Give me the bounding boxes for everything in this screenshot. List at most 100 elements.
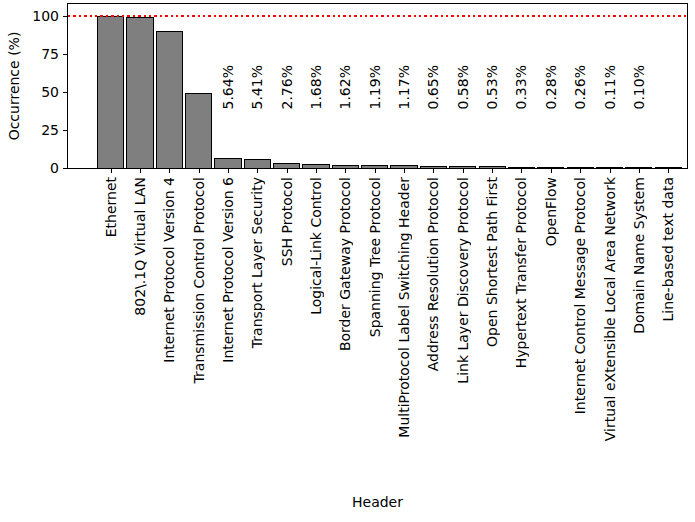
y-axis-tick — [63, 168, 67, 169]
bar — [244, 159, 271, 168]
bar-slot: 1.19%Spanning Tree Protocol — [360, 4, 389, 168]
bar-value-label: 1.19% — [367, 65, 383, 109]
y-axis-tick — [63, 92, 67, 93]
bar — [567, 167, 594, 168]
x-axis-tick — [345, 169, 346, 173]
bar — [449, 166, 476, 168]
y-tick-label: 0 — [0, 160, 59, 176]
x-axis-tick — [316, 169, 317, 173]
x-axis-tick — [521, 169, 522, 173]
x-tick-label: Internet Control Message Protocol — [572, 177, 588, 414]
bar — [126, 17, 153, 168]
bar-slot: 1.17%MultiProtocol Label Switching Heade… — [389, 4, 418, 168]
bar-value-label: 1.17% — [396, 65, 412, 109]
x-axis-tick — [580, 169, 581, 173]
bar — [420, 166, 447, 168]
x-tick-label: MultiProtocol Label Switching Header — [396, 177, 412, 438]
bar-value-label: 0.33% — [513, 65, 529, 109]
x-tick-label: Hypertext Transfer Protocol — [513, 177, 529, 368]
x-axis-tick — [492, 169, 493, 173]
x-tick-label: Line-based text data — [660, 177, 676, 322]
bar-slot: 0.58%Link Layer Discovery Protocol — [448, 4, 477, 168]
bar-slot: Transmission Control Protocol — [184, 4, 213, 168]
x-tick-label: OpenFlow — [543, 177, 559, 246]
x-tick-label: Domain Name System — [631, 177, 647, 334]
bar-slot: Ethernet — [96, 4, 125, 168]
x-axis-tick — [257, 169, 258, 173]
bar-slot: 1.68%Logical-Link Control — [301, 4, 330, 168]
x-tick-label: Spanning Tree Protocol — [367, 177, 383, 337]
x-tick-label: Link Layer Discovery Protocol — [455, 177, 471, 384]
plot-area: Ethernet802\.1Q Virtual LANInternet Prot… — [67, 3, 688, 169]
bar-value-label: 0.58% — [455, 65, 471, 109]
bar — [97, 16, 124, 168]
x-tick-label: Ethernet — [103, 177, 119, 237]
y-tick-label: 75 — [0, 46, 59, 62]
bar — [390, 165, 417, 168]
y-axis-tick — [63, 16, 67, 17]
x-tick-label: Transmission Control Protocol — [191, 177, 207, 383]
bar — [214, 158, 241, 168]
bar-value-label: 1.68% — [308, 65, 324, 109]
x-tick-label: Internet Protocol Version 4 — [161, 177, 177, 363]
x-axis-tick — [433, 169, 434, 173]
bar-value-label: 1.62% — [337, 65, 353, 109]
bar-slot: 5.41%Transport Layer Security — [243, 4, 272, 168]
x-axis-tick — [140, 169, 141, 173]
x-axis-tick — [287, 169, 288, 173]
bar-value-label: 0.26% — [572, 65, 588, 109]
x-axis-tick — [639, 169, 640, 173]
x-axis-tick — [610, 169, 611, 173]
x-tick-label: Logical-Link Control — [308, 177, 324, 315]
x-axis-tick — [375, 169, 376, 173]
bar-slot: 5.64%Internet Protocol Version 6 — [213, 4, 242, 168]
x-tick-label: 802\.1Q Virtual LAN — [132, 177, 148, 316]
reference-line-100pct — [68, 15, 687, 17]
bar-slot: 1.62%Border Gateway Protocol — [331, 4, 360, 168]
bar-value-label: 0.11% — [602, 65, 618, 109]
bar — [537, 167, 564, 168]
x-axis-title: Header — [67, 494, 688, 510]
x-tick-label: Virtual eXtensible Local Area Network — [602, 177, 618, 441]
bar — [625, 167, 652, 168]
y-axis-tick — [63, 54, 67, 55]
bars-container: Ethernet802\.1Q Virtual LANInternet Prot… — [68, 4, 687, 168]
x-tick-label: Border Gateway Protocol — [337, 177, 353, 351]
bar-slot: 0.10%Domain Name System — [624, 4, 653, 168]
bar-slot: 0.53%Open Shortest Path First — [477, 4, 506, 168]
bar — [655, 167, 682, 168]
bar-value-label: 5.64% — [220, 65, 236, 109]
bar-value-label: 0.10% — [631, 65, 647, 109]
bar — [273, 163, 300, 168]
bar-slot: 0.65%Address Resolution Protocol — [419, 4, 448, 168]
x-axis-tick — [551, 169, 552, 173]
bar-slot: Line-based text data — [654, 4, 683, 168]
bar-value-label: 0.53% — [484, 65, 500, 109]
bar-value-label: 0.65% — [425, 65, 441, 109]
x-tick-label: Address Resolution Protocol — [425, 177, 441, 371]
bar — [332, 165, 359, 168]
bar — [479, 166, 506, 168]
figure: Occurrence (%) Ethernet802\.1Q Virtual L… — [0, 0, 695, 522]
bar-value-label: 2.76% — [279, 65, 295, 109]
x-axis-tick — [228, 169, 229, 173]
bar — [508, 167, 535, 169]
bar-slot: 802\.1Q Virtual LAN — [125, 4, 154, 168]
bar-slot: 0.28%OpenFlow — [536, 4, 565, 168]
x-axis-tick — [668, 169, 669, 173]
y-axis-tick — [63, 130, 67, 131]
bar-slot: 0.26%Internet Control Message Protocol — [566, 4, 595, 168]
bar-slot: Internet Protocol Version 4 — [155, 4, 184, 168]
bar — [361, 165, 388, 168]
y-tick-label: 25 — [0, 122, 59, 138]
bar — [302, 164, 329, 168]
y-tick-label: 100 — [0, 8, 59, 24]
bar-slot: 0.11%Virtual eXtensible Local Area Netwo… — [595, 4, 624, 168]
x-axis-tick — [463, 169, 464, 173]
bar-slot: 2.76%SSH Protocol — [272, 4, 301, 168]
bar-slot: 0.33%Hypertext Transfer Protocol — [507, 4, 536, 168]
x-tick-label: Transport Layer Security — [249, 177, 265, 348]
y-tick-label: 50 — [0, 84, 59, 100]
bar — [185, 93, 212, 168]
x-tick-label: SSH Protocol — [279, 177, 295, 266]
